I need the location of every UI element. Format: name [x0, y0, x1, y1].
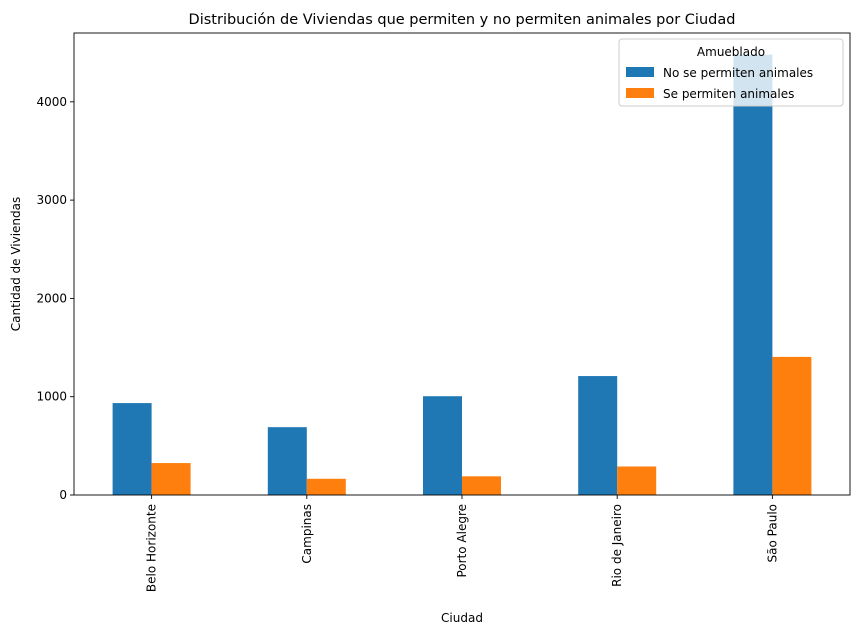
y-tick-label: 4000 — [36, 95, 67, 109]
bar-animals-4 — [772, 356, 812, 495]
chart-title: Distribución de Viviendas que permiten y… — [189, 12, 736, 28]
legend-title: Amueblado — [697, 45, 765, 59]
x-axis-label: Ciudad — [441, 611, 483, 625]
x-tick-label: Campinas — [300, 504, 314, 564]
bar-animals-3 — [617, 466, 657, 495]
legend-label-0: No se permiten animales — [663, 66, 813, 80]
bar-no-animals-0 — [112, 403, 152, 495]
legend-box — [618, 38, 844, 107]
bar-no-animals-3 — [578, 376, 618, 495]
legend: Amueblado No se permiten animales Se permi… — [618, 38, 844, 107]
y-tick-label: 0 — [59, 488, 67, 502]
legend-swatch-1 — [626, 88, 654, 98]
x-tick-label: Belo Horizonte — [145, 504, 159, 592]
axes: 0 1000 2000 3000 4000 Belo Horizonte Campinas P… — [36, 32, 851, 592]
legend-swatch-0 — [626, 67, 654, 77]
bar-animals-1 — [306, 478, 346, 495]
bar-no-animals-2 — [423, 396, 462, 495]
bar-animals-0 — [151, 463, 191, 495]
x-tick-label: São Paulo — [765, 504, 779, 562]
bar-animals-2 — [462, 476, 501, 495]
bar-no-animals-1 — [267, 427, 307, 495]
y-tick-label: 3000 — [36, 193, 67, 207]
bar-no-animals-4 — [733, 54, 773, 496]
plot-area — [112, 54, 812, 496]
legend-label-1: Se permiten animales — [663, 87, 794, 101]
x-tick-label: Porto Alegre — [455, 504, 469, 578]
x-tick-label: Rio de Janeiro — [610, 504, 624, 587]
y-axis-label: Cantidad de Viviendas — [9, 197, 23, 332]
y-tick-label: 2000 — [36, 291, 67, 305]
y-tick-label: 1000 — [36, 390, 67, 404]
